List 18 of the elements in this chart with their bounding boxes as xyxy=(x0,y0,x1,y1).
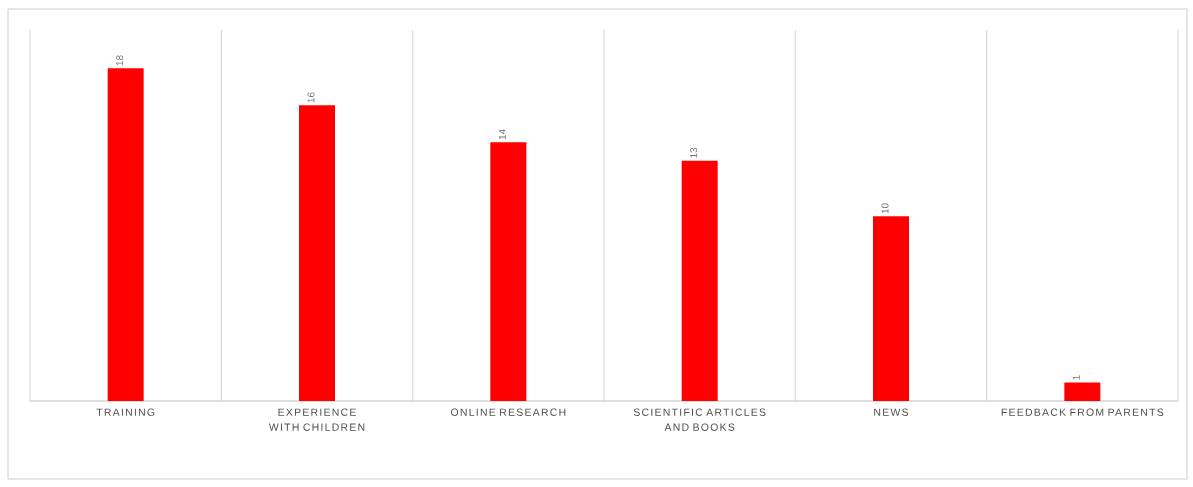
data-label: 1 xyxy=(1072,375,1080,380)
data-label: 13 xyxy=(690,147,698,158)
bar xyxy=(107,68,144,401)
x-tick-label: SCIENTIFIC ARTICLES AND BOOKS xyxy=(633,408,766,431)
x-tick-label: NEWS xyxy=(874,408,909,416)
bar xyxy=(1064,382,1101,401)
x-tick-label: ONLINE RESEARCH xyxy=(451,408,566,416)
bar xyxy=(490,142,527,401)
bar xyxy=(681,160,718,401)
x-tick-label: FEEDBACK FROM PARENTS xyxy=(1001,408,1164,416)
bar xyxy=(299,105,335,401)
data-label: 14 xyxy=(498,129,506,140)
x-tick-label: EXPERIENCE WITH CHILDREN xyxy=(268,408,365,431)
data-label: 10 xyxy=(881,203,889,214)
data-label: 18 xyxy=(116,55,124,66)
bar xyxy=(873,216,909,401)
x-tick-label: TRAINING xyxy=(96,408,155,416)
data-label: 16 xyxy=(307,92,315,103)
